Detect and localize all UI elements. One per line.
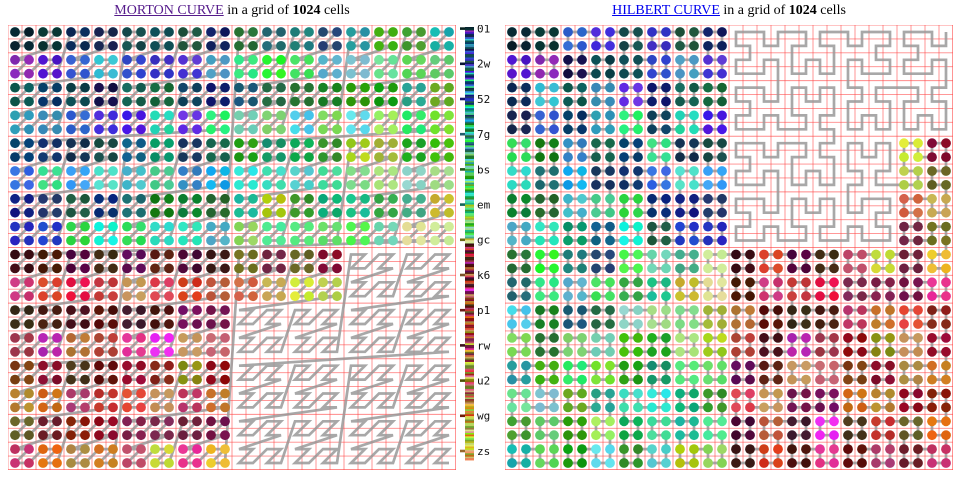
legend-tick-label: 7g xyxy=(477,128,490,141)
legend-colorbar xyxy=(465,27,474,461)
hilbert-title-text: in a grid of xyxy=(719,3,789,18)
color-legend: 01 2w 52 7g bs em gc k6 p1 rw u2 wg zs xyxy=(460,25,491,461)
morton-curve-path xyxy=(11,30,453,465)
hilbert-title-suffix: cells xyxy=(816,3,846,18)
morton-dots-layer xyxy=(10,27,454,468)
morton-grid-canvas xyxy=(8,25,456,470)
hilbert-grid-canvas xyxy=(505,25,953,470)
morton-cell-count: 1024 xyxy=(292,3,321,18)
morton-title: MORTON CURVE in a grid of 1024 cells xyxy=(8,3,456,19)
legend-tick-label: bs xyxy=(477,163,490,176)
legend-tick-label: u2 xyxy=(477,375,490,388)
hilbert-cell-count: 1024 xyxy=(788,3,817,18)
legend-tick-label: wg xyxy=(477,410,490,423)
morton-grid-lines xyxy=(8,25,456,470)
legend-tick-label: 01 xyxy=(477,25,490,36)
morton-curve-link[interactable]: MORTON CURVE xyxy=(114,3,224,18)
legend-tick-label: gc xyxy=(477,234,490,247)
legend-tick-label: k6 xyxy=(477,269,490,282)
legend-tick-label: 52 xyxy=(477,93,490,106)
hilbert-grid-lines xyxy=(505,25,953,470)
hilbert-curve-link[interactable]: HILBERT CURVE xyxy=(612,3,720,18)
morton-title-text: in a grid of xyxy=(223,3,293,18)
legend-ticks xyxy=(460,27,465,453)
hilbert-title: HILBERT CURVE in a grid of 1024 cells xyxy=(505,3,953,19)
legend-tick-label: p1 xyxy=(477,304,490,317)
morton-title-suffix: cells xyxy=(320,3,350,18)
legend-tick-label: 2w xyxy=(477,58,491,71)
hilbert-dots-layer xyxy=(507,27,951,468)
legend-tick-label: zs xyxy=(477,445,490,458)
legend-labels: 01 2w 52 7g bs em gc k6 p1 rw u2 wg zs xyxy=(477,25,491,458)
legend-tick-label: em xyxy=(477,199,491,212)
hilbert-curve-path xyxy=(510,30,948,465)
legend-tick-label: rw xyxy=(477,339,491,352)
